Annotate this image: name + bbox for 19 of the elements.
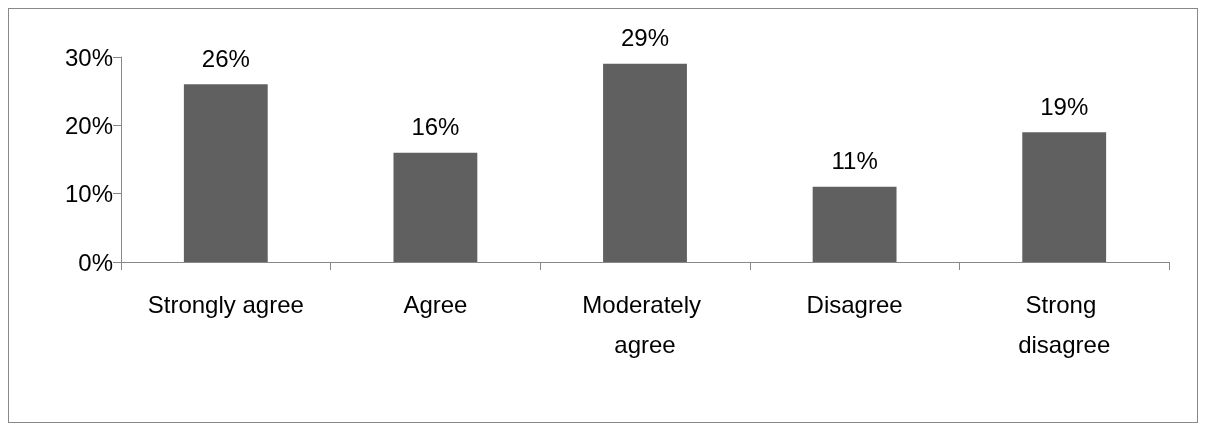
data-label: 29% (620, 24, 670, 52)
data-label: 19% (1040, 92, 1089, 120)
data-label: 16% (411, 113, 460, 141)
x-tick-label: Strong disagree (1018, 290, 1111, 358)
y-tick-label: 20% (64, 111, 113, 139)
x-tick-label: Moderately agree (582, 290, 708, 358)
x-tick-label: Disagree (806, 290, 903, 318)
bar (603, 63, 687, 262)
data-label: 11% (831, 147, 878, 175)
bar (812, 186, 897, 262)
data-label: 26% (201, 44, 250, 72)
bar (183, 84, 268, 262)
y-tick-label: 0% (78, 248, 113, 276)
y-tick-label: 30% (64, 43, 113, 71)
x-tick-label: Agree (403, 290, 468, 318)
bar (393, 152, 478, 262)
bar (1022, 132, 1107, 262)
y-tick-label: 10% (64, 180, 113, 208)
x-tick-label: Strongly agree (147, 290, 304, 318)
